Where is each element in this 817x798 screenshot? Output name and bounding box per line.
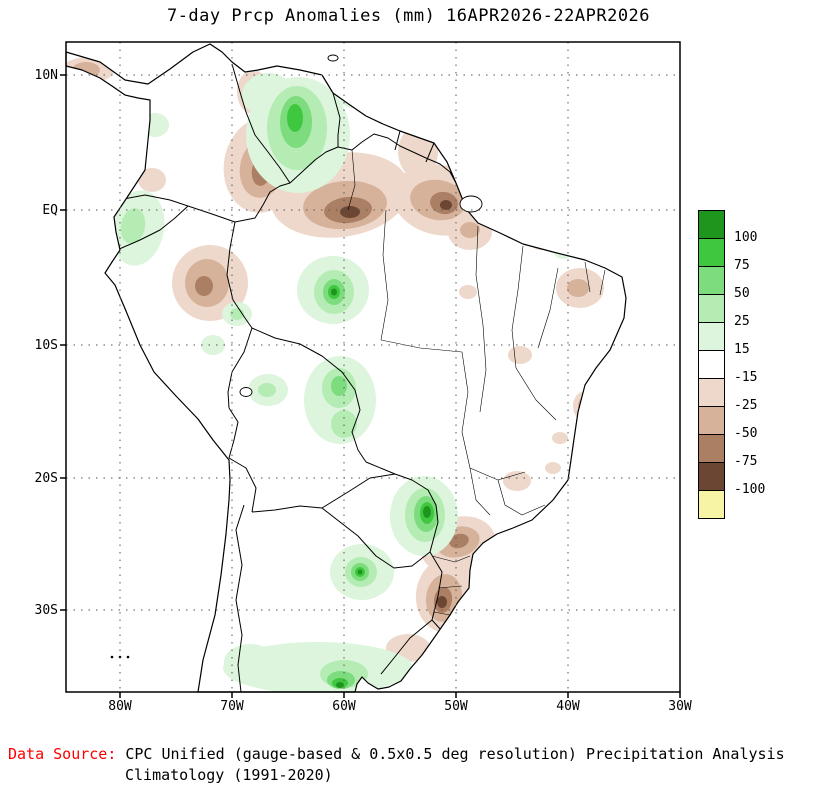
legend-label: -50: [734, 426, 758, 441]
lat-tick-label: 30S: [35, 603, 58, 618]
data-source-footer: Data Source: CPC Unified (gauge-based & 0…: [8, 744, 785, 786]
legend-label: -25: [734, 398, 758, 413]
lake-titicaca: [239, 387, 253, 397]
country-borders: [116, 63, 457, 692]
state-borders: [347, 149, 606, 617]
legend-label: 25: [734, 314, 750, 329]
data-source-line2: Climatology (1991-2020): [125, 766, 333, 784]
legend-label: -15: [734, 370, 758, 385]
legend-cell: [698, 210, 725, 239]
map-area: 10N EQ 10S 20S 30S 80W 70W 60W 50W 40W 3…: [35, 41, 692, 714]
data-source-label: Data Source:: [8, 745, 117, 763]
lat-tick-label: 10N: [35, 68, 58, 83]
legend-cell: [698, 406, 725, 435]
legend-cell: [698, 294, 725, 323]
coastline: [65, 43, 627, 693]
legend-label: 75: [734, 258, 750, 273]
legend-labels: 100 75 50 25 15 -15 -25 -50 -75 -100: [734, 210, 788, 534]
legend-label: -75: [734, 454, 758, 469]
trinidad-island: [327, 54, 339, 62]
lon-tick-label: 70W: [220, 699, 244, 714]
page-title: 7-day Prcp Anomalies (mm) 16APR2026-22AP…: [166, 6, 651, 26]
lat-tick-label: 20S: [35, 471, 58, 486]
legend-label: 15: [734, 342, 750, 357]
color-scale-legend: 100 75 50 25 15 -15 -25 -50 -75 -100: [698, 210, 790, 534]
lat-tick-label: 10S: [35, 338, 58, 353]
legend-cell: [698, 434, 725, 463]
lon-tick-label: 80W: [108, 699, 132, 714]
legend-cell: [698, 238, 725, 267]
legend-label: 100: [734, 230, 758, 245]
south-america-anomaly-map: 10N EQ 10S 20S 30S 80W 70W 60W 50W 40W 3…: [35, 41, 692, 714]
islands-and-lakes: [110, 54, 483, 659]
data-source-line1: Data Source: CPC Unified (gauge-based & 0…: [8, 744, 785, 765]
axis-ticks: [60, 74, 681, 698]
marajo-island: [459, 195, 483, 213]
legend-label: -100: [734, 482, 766, 497]
legend-cell: [698, 462, 725, 491]
axis-labels: 10N EQ 10S 20S 30S 80W 70W 60W 50W 40W 3…: [35, 68, 692, 714]
plot-frame: [65, 41, 681, 693]
data-source-text: CPC Unified (gauge-based & 0.5x0.5 deg r…: [125, 745, 785, 763]
legend-cell: [698, 378, 725, 407]
lon-tick-label: 60W: [332, 699, 356, 714]
lon-tick-label: 50W: [444, 699, 468, 714]
legend-label: 50: [734, 286, 750, 301]
lon-tick-label: 30W: [668, 699, 692, 714]
legend-colorbar: [698, 210, 725, 519]
legend-cell: [698, 350, 725, 379]
legend-cell: [698, 266, 725, 295]
lon-tick-label: 40W: [556, 699, 580, 714]
legend-cell: [698, 322, 725, 351]
wet-anomaly-shading: [111, 73, 572, 692]
legend-cell: [698, 490, 725, 519]
lat-tick-label: EQ: [42, 203, 58, 218]
